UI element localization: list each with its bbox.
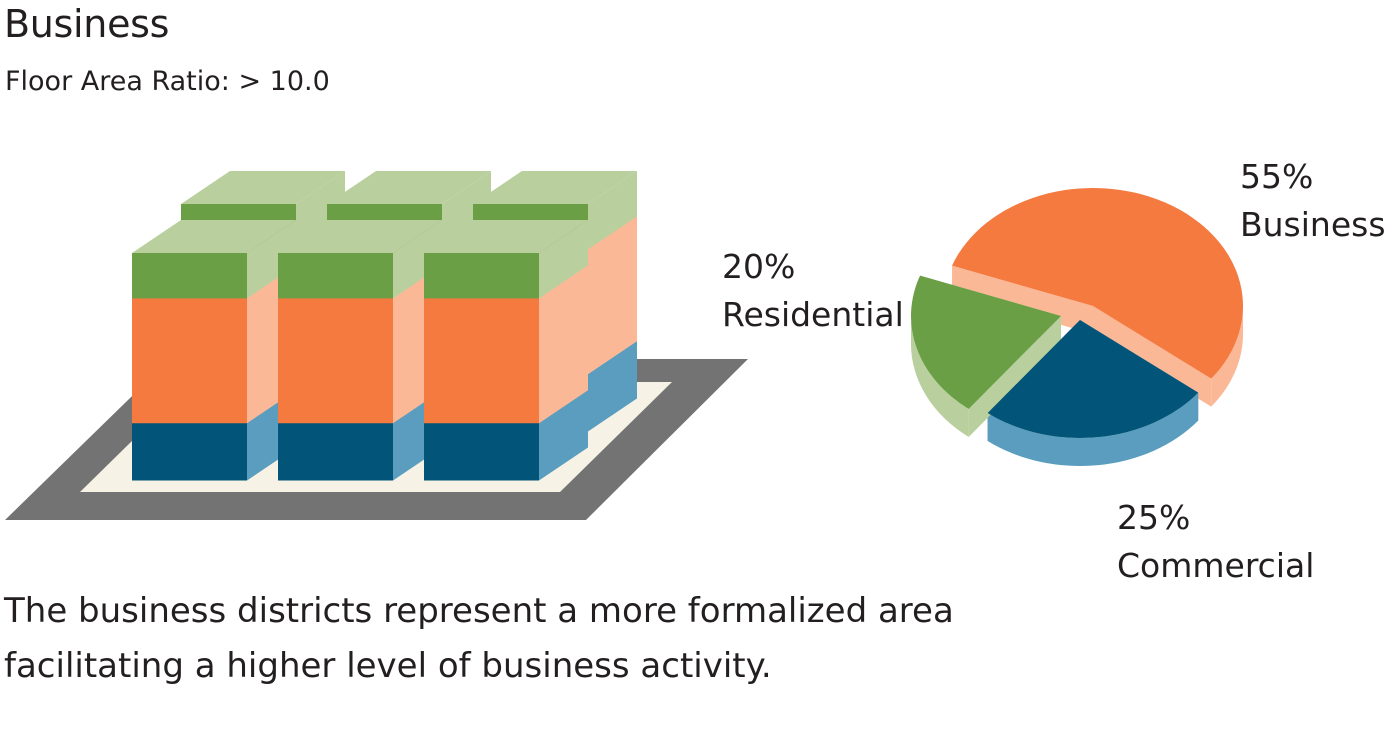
building-back-3-commercial-side [588,341,637,432]
building-front-2-roof [278,220,442,253]
building-front-1-roof [132,220,296,253]
business-slice-label: 55% Business [1240,153,1386,249]
page-title: Business [4,2,170,46]
description-text: The business districts represent a more … [4,591,954,686]
building-back-2-roof [327,171,491,204]
residential-name: Residential [722,295,904,334]
building-front-3-roof [424,220,588,253]
business-slice-cut-2 [1093,306,1212,407]
building-back-3-roof [473,171,637,204]
building-front-1 [132,220,296,481]
building-front-2-commercial-front [278,423,393,481]
building-front-2 [278,220,442,481]
building-front-3-commercial-front [424,423,539,481]
residential-slice-label: 20% Residential [722,243,904,339]
building-front-3-business-side [539,265,588,424]
building-front-3-commercial-side [539,390,588,481]
residential-slice-rim [911,316,969,437]
residential-percent: 20% [722,247,796,286]
building-front-2-residential-front [278,253,393,299]
building-illustration [5,171,748,520]
commercial-slice [987,320,1199,439]
building-front-3-business-front [424,298,539,424]
building-front-3-residential-front [424,253,539,299]
business-percent: 55% [1240,157,1314,196]
business-slice [952,188,1243,379]
building-back-1-roof [181,171,345,204]
business-slice-rim [1211,306,1243,407]
building-back-3-residential-side [588,171,637,250]
building-front-1-residential-side [247,220,296,299]
building-back-1-residential-side [296,171,345,250]
commercial-slice-label: 25% Commercial [1117,494,1314,590]
building-front-2-residential-side [393,220,442,299]
building-front-1-business-front [132,298,247,424]
building-front-1-residential-front [132,253,247,299]
building-back-2-residential-side [442,171,491,250]
building-back-3-business-side [588,216,637,375]
residential-slice-cut-1 [968,316,1061,437]
pie-chart [911,188,1243,466]
residential-slice [911,275,1061,409]
building-front-3 [424,220,588,481]
building-front-1-commercial-front [132,423,247,481]
building-front-2-business-front [278,298,393,424]
building-front-3-residential-side [539,220,588,299]
commercial-slice-rim [987,392,1199,466]
floor-area-ratio: Floor Area Ratio: > 10.0 [5,66,330,97]
commercial-name: Commercial [1117,546,1315,585]
commercial-percent: 25% [1117,498,1191,537]
business-name: Business [1240,205,1386,244]
